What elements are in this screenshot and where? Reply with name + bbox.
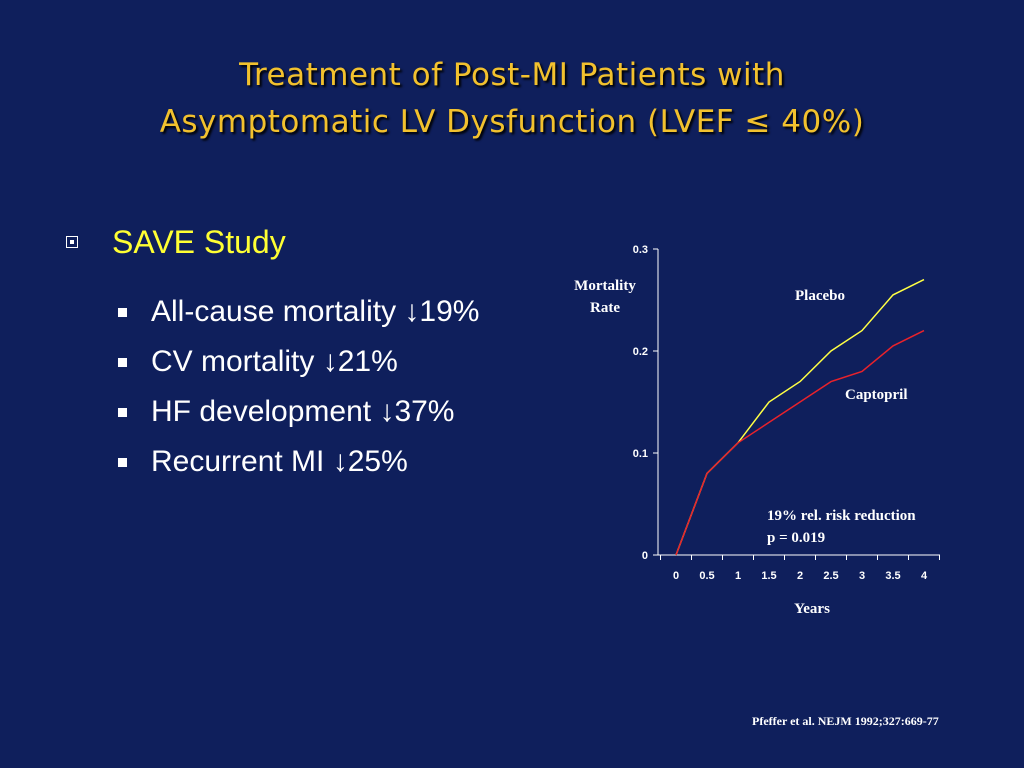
y-tick-label: 0.1 (633, 448, 648, 460)
reference-citation: Pfeffer et al. NEJM 1992;327:669-77 (752, 714, 939, 728)
square-bullet-icon (118, 358, 127, 367)
annotation-p-value: p = 0.019 (767, 530, 825, 546)
mortality-chart: 0 0.1 0.2 0.3 0 0.5 1 1.5 2 2.5 3 3.5 4 Mortality Rat… (574, 244, 940, 617)
sub-bullet-text: CV mortality ↓21% (151, 345, 398, 378)
y-axis-label: Rate (590, 300, 620, 316)
x-tick-label: 2.5 (823, 570, 838, 582)
slide-title-line1: Treatment of Post-MI Patients with (239, 57, 785, 93)
x-tick-label: 0.5 (699, 570, 714, 582)
square-bullet-icon (118, 458, 127, 467)
sub-bullet-item: CV mortality ↓21% (118, 344, 538, 380)
chart-labels: Mortality Rate Years Placebo Captopril 19% re… (574, 278, 916, 617)
series-label-captopril: Captopril (845, 387, 908, 403)
x-tick-label: 1 (735, 570, 741, 582)
x-tick-label: 2 (797, 570, 803, 582)
box-bullet-icon (66, 236, 78, 248)
sub-bullet-item: All-cause mortality ↓19% (118, 294, 538, 330)
sub-bullet-text: HF development ↓37% (151, 395, 455, 428)
chart-axes: 0 0.1 0.2 0.3 0 0.5 1 1.5 2 2.5 3 3.5 4 (633, 244, 940, 582)
sub-bullet-list: All-cause mortality ↓19% CV mortality ↓2… (118, 294, 538, 494)
y-tick-label: 0 (642, 550, 648, 562)
x-tick-label: 1.5 (761, 570, 776, 582)
x-tick-label: 3.5 (885, 570, 900, 582)
square-bullet-icon (118, 308, 127, 317)
sub-bullet-item: HF development ↓37% (118, 394, 538, 430)
series-label-placebo: Placebo (795, 288, 845, 304)
series-line-captopril (675, 329, 925, 556)
main-bullet: SAVE Study (66, 222, 286, 262)
sub-bullet-text: All-cause mortality ↓19% (151, 295, 480, 328)
annotation-risk-reduction: 19% rel. risk reduction (767, 508, 916, 524)
square-bullet-icon (118, 408, 127, 417)
chart-series (675, 278, 925, 556)
y-tick-label: 0.3 (633, 244, 648, 256)
main-bullet-text: SAVE Study (112, 224, 286, 260)
y-axis-label: Mortality (574, 278, 636, 294)
sub-bullet-text: Recurrent MI ↓25% (151, 445, 408, 478)
x-tick-label: 3 (859, 570, 865, 582)
y-tick-label: 0.2 (633, 346, 648, 358)
x-tick-label: 0 (673, 570, 679, 582)
slide-title-line2: Asymptomatic LV Dysfunction (LVEF ≤ 40%) (159, 104, 865, 140)
slide-title: Treatment of Post-MI Patients with Asymp… (0, 52, 1024, 146)
x-axis-label: Years (794, 601, 830, 617)
x-tick-label: 4 (921, 570, 928, 582)
sub-bullet-item: Recurrent MI ↓25% (118, 444, 538, 480)
